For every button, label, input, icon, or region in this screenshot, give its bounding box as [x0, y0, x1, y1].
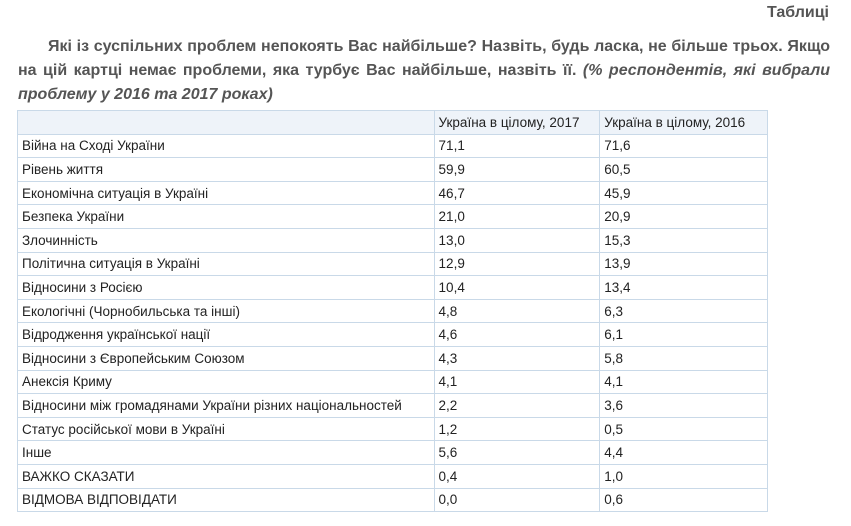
- value-2017-cell: 0,4: [433, 463, 601, 489]
- table-row: Політична ситуація в Україні 12,9 13,9: [17, 251, 768, 277]
- problem-cell: Анексія Криму: [17, 369, 435, 395]
- value-2017-cell: 13,0: [433, 227, 601, 253]
- value-2016-cell: 5,8: [599, 345, 768, 371]
- column-header: Україна в цілому, 2016: [599, 110, 768, 135]
- table-row: Відносини між громадянами України різних…: [17, 393, 768, 418]
- problem-cell: Інше: [17, 440, 435, 465]
- problem-cell: Злочинність: [17, 227, 435, 253]
- table-header: Україна в цілому, 2017 Україна в цілому, …: [17, 110, 768, 135]
- value-2017-cell: 2,2: [433, 393, 601, 418]
- column-header: Україна в цілому, 2017: [433, 110, 601, 135]
- survey-question: Які із суспільних проблем непокоять Вас …: [18, 35, 830, 107]
- problem-cell: Війна на Сході України: [17, 133, 435, 159]
- value-2017-cell: 10,4: [433, 275, 601, 300]
- table-row: Відродження української нації 4,6 6,1: [17, 322, 768, 347]
- table-row: Війна на Сході України 71,1 71,6: [17, 133, 768, 159]
- value-2016-cell: 20,9: [599, 204, 768, 229]
- value-2017-cell: 71,1: [433, 133, 601, 159]
- value-2017-cell: 46,7: [433, 180, 601, 206]
- problem-cell: Рівень життя: [17, 157, 435, 182]
- table-row: Економічна ситуація в Україні 46,7 45,9: [17, 180, 768, 206]
- table-row: Безпека України 21,0 20,9: [17, 204, 768, 229]
- value-2017-cell: 4,6: [433, 322, 601, 347]
- problem-cell: Економічна ситуація в Україні: [17, 180, 435, 206]
- table-row: ВАЖКО СКАЗАТИ 0,4 1,0: [17, 463, 768, 489]
- column-header: [17, 110, 435, 135]
- problem-cell: Політична ситуація в Україні: [17, 251, 435, 277]
- results-table: Україна в цілому, 2017 Україна в цілому, …: [17, 110, 768, 513]
- table-row: ВІДМОВА ВІДПОВІДАТИ 0,0 0,6: [17, 487, 768, 513]
- table-row: Відносини з Європейським Союзом 4,3 5,8: [17, 345, 768, 371]
- value-2017-cell: 59,9: [433, 157, 601, 182]
- value-2016-cell: 4,1: [599, 369, 768, 395]
- problem-cell: Статус російської мови в Україні: [17, 416, 435, 442]
- value-2016-cell: 0,5: [599, 416, 768, 442]
- problem-cell: ВАЖКО СКАЗАТИ: [17, 463, 435, 489]
- value-2017-cell: 0,0: [433, 487, 601, 513]
- value-2016-cell: 0,6: [599, 487, 768, 513]
- value-2017-cell: 5,6: [433, 440, 601, 465]
- problem-cell: ВІДМОВА ВІДПОВІДАТИ: [17, 487, 435, 513]
- value-2016-cell: 13,4: [599, 275, 768, 300]
- problem-cell: Відносини між громадянами України різних…: [17, 393, 435, 418]
- table-row: Злочинність 13,0 15,3: [17, 227, 768, 253]
- table-row: Інше 5,6 4,4: [17, 440, 768, 465]
- question-note: (% респондентів, які вибрали проблему у …: [18, 62, 830, 103]
- problem-cell: Відносини з Росією: [17, 275, 435, 300]
- table-row: Анексія Криму 4,1 4,1: [17, 369, 768, 395]
- value-2016-cell: 1,0: [599, 463, 768, 489]
- value-2016-cell: 13,9: [599, 251, 768, 277]
- question-text: Які із суспільних проблем непокоять Вас …: [18, 38, 830, 79]
- table-row: Відносини з Росією 10,4 13,4: [17, 275, 768, 300]
- problem-cell: Екологічні (Чорнобильська та інші): [17, 298, 435, 324]
- value-2017-cell: 4,8: [433, 298, 601, 324]
- value-2016-cell: 6,3: [599, 298, 768, 324]
- table-body: Війна на Сході України 71,1 71,6 Рівень жит…: [17, 133, 768, 513]
- problem-cell: Відносини з Європейським Союзом: [17, 345, 435, 371]
- value-2017-cell: 4,1: [433, 369, 601, 395]
- table-row: Статус російської мови в Україні 1,2 0,5: [17, 416, 768, 442]
- value-2016-cell: 4,4: [599, 440, 768, 465]
- value-2017-cell: 21,0: [433, 204, 601, 229]
- section-label: Таблиці: [766, 4, 829, 21]
- table-row: Екологічні (Чорнобильська та інші) 4,8 6,3: [17, 298, 768, 324]
- table-row: Рівень життя 59,9 60,5: [17, 157, 768, 182]
- problem-cell: Безпека України: [17, 204, 435, 229]
- value-2016-cell: 60,5: [599, 157, 768, 182]
- value-2016-cell: 3,6: [599, 393, 768, 418]
- value-2016-cell: 15,3: [599, 227, 768, 253]
- value-2016-cell: 71,6: [599, 133, 768, 159]
- header-row: Україна в цілому, 2017 Україна в цілому, …: [17, 110, 768, 135]
- value-2017-cell: 12,9: [433, 251, 601, 277]
- value-2016-cell: 45,9: [599, 180, 768, 206]
- problem-cell: Відродження української нації: [17, 322, 435, 347]
- value-2017-cell: 1,2: [433, 416, 601, 442]
- value-2017-cell: 4,3: [433, 345, 601, 371]
- value-2016-cell: 6,1: [599, 322, 768, 347]
